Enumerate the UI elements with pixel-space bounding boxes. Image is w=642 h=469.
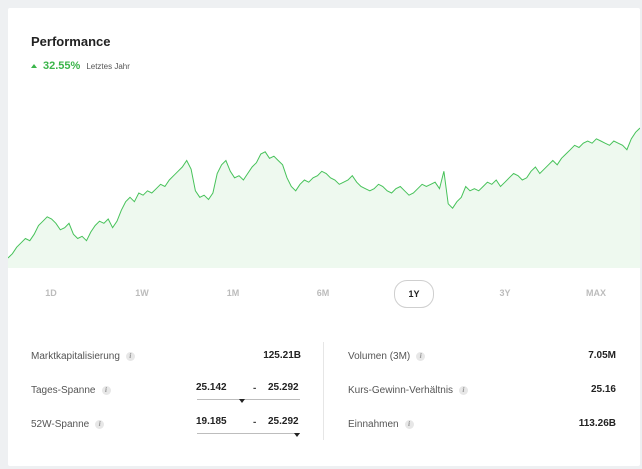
range-6m[interactable]: 6M <box>316 288 330 298</box>
market-cap-value: 125.21B <box>263 350 301 361</box>
day-range-current-marker <box>239 399 245 403</box>
performance-change: 32.55% Letztes Jahr <box>31 60 130 72</box>
week52-range-low: 19.185 <box>196 416 227 427</box>
week52-range-label: 52W-Spanne i <box>31 418 105 430</box>
pe-ratio-value: 25.16 <box>590 384 616 395</box>
volume-value: 7.05M <box>588 350 616 361</box>
volume-label-text: Volumen (3M) <box>348 350 411 362</box>
day-range-low: 25.142 <box>196 382 227 393</box>
info-icon[interactable]: i <box>125 351 135 361</box>
stat-revenue: Einnahmen i <box>348 414 414 434</box>
revenue-label: Einnahmen i <box>348 419 414 430</box>
stat-52w-range: 52W-Spanne i <box>31 414 105 434</box>
stats-divider <box>323 342 324 440</box>
card-title: Performance <box>31 34 111 49</box>
market-cap-label-text: Marktkapitalisierung <box>31 350 120 362</box>
stat-pe-ratio: Kurs-Gewinn-Verhältnis i <box>348 380 469 400</box>
stat-market-cap: Marktkapitalisierung i <box>31 346 135 366</box>
key-statistics: Marktkapitalisierung i 125.21B Tages-Spa… <box>31 342 621 452</box>
info-icon[interactable]: i <box>101 385 111 395</box>
pe-ratio-label: Kurs-Gewinn-Verhältnis i <box>348 384 469 396</box>
stat-day-range: Tages-Spanne i <box>31 380 111 400</box>
week52-range-current-marker <box>294 433 300 437</box>
revenue-label-text: Einnahmen <box>348 418 399 430</box>
range-1d[interactable]: 1D <box>45 288 57 298</box>
change-value: 32.55% <box>43 60 81 72</box>
period-label: Letztes Jahr <box>86 61 130 71</box>
range-max[interactable]: MAX <box>586 288 606 298</box>
pe-ratio-label-text: Kurs-Gewinn-Verhältnis <box>348 384 454 396</box>
volume-label: Volumen (3M) i <box>348 350 426 362</box>
revenue-value: 113.26B <box>578 418 616 429</box>
info-icon[interactable]: i <box>95 419 105 429</box>
time-range-selector: 1D 1W 1M 6M 1Y 3Y MAX <box>8 280 640 308</box>
chart-area-fill <box>8 128 640 268</box>
range-1m[interactable]: 1M <box>226 288 240 298</box>
range-1y[interactable]: 1Y <box>394 280 434 308</box>
chart-series-line <box>8 127 640 259</box>
info-icon[interactable]: i <box>404 419 414 429</box>
day-range-separator: - <box>253 383 257 394</box>
info-icon[interactable]: i <box>459 385 469 395</box>
week52-range-label-text: 52W-Spanne <box>31 418 90 430</box>
stat-volume: Volumen (3M) i <box>348 346 426 366</box>
range-3y[interactable]: 3Y <box>499 288 511 298</box>
week52-range-separator: - <box>253 417 257 428</box>
market-cap-label: Marktkapitalisierung i <box>31 351 135 362</box>
performance-card: Performance 32.55% Letztes Jahr 1D 1W 1M… <box>8 8 640 466</box>
info-icon[interactable]: i <box>416 351 426 361</box>
up-arrow-icon <box>31 64 37 68</box>
range-1w[interactable]: 1W <box>135 288 149 298</box>
day-range-label: Tages-Spanne i <box>31 385 111 396</box>
performance-chart <box>8 127 640 268</box>
day-range-high: 25.292 <box>268 382 299 393</box>
week52-range-track <box>197 433 300 434</box>
week52-range-high: 25.292 <box>268 416 299 427</box>
day-range-track <box>197 399 300 400</box>
day-range-label-text: Tages-Spanne <box>31 384 96 396</box>
